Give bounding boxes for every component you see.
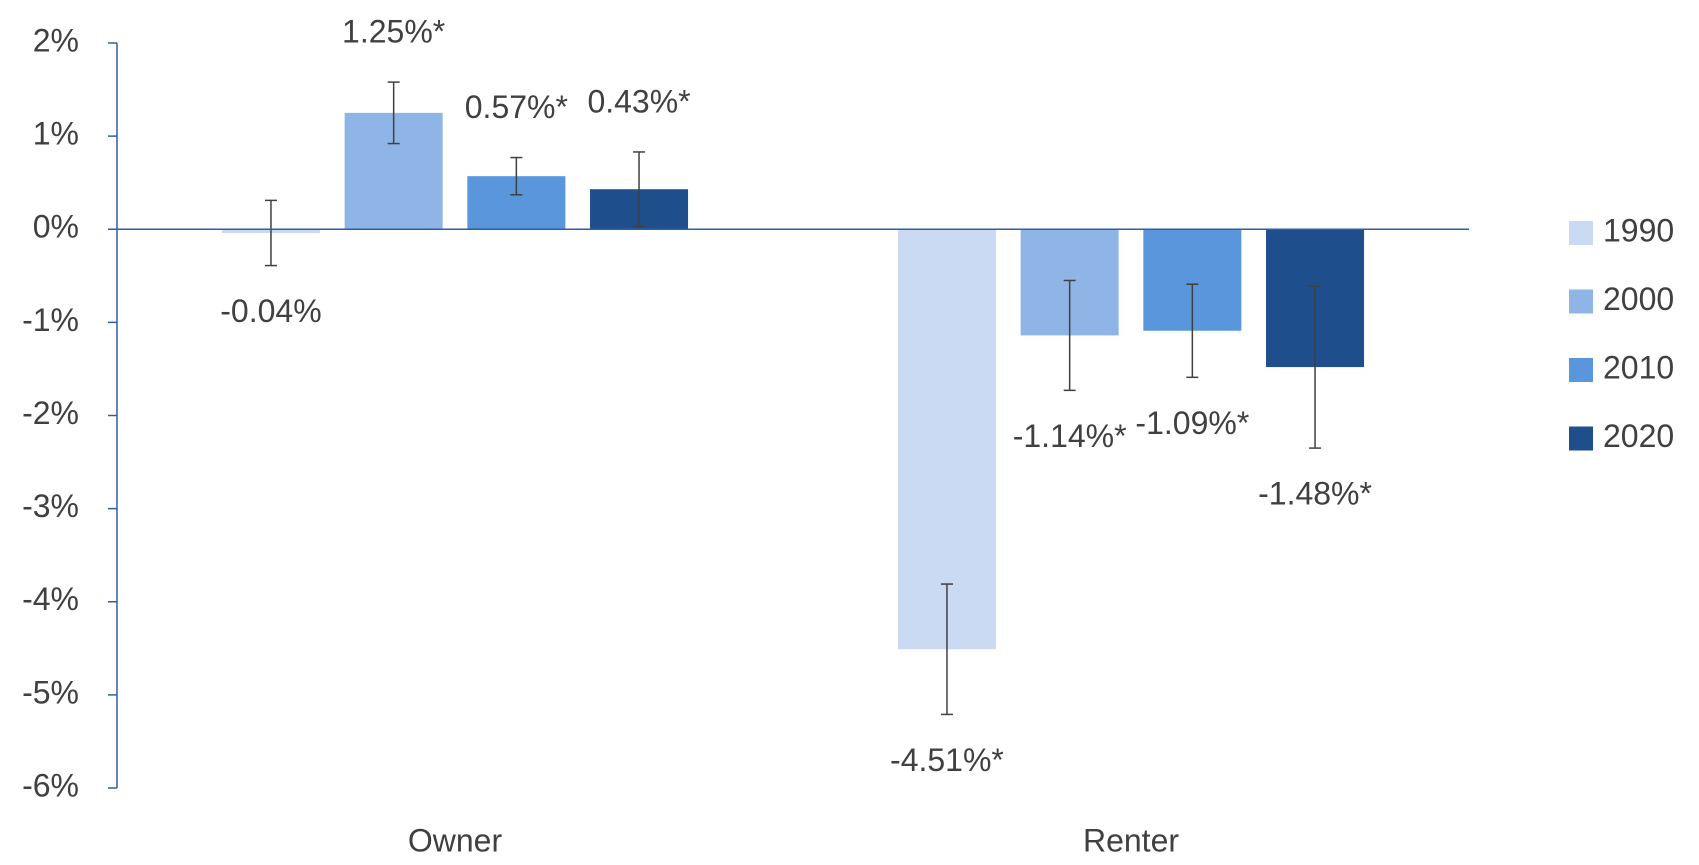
legend-label: 1990 (1603, 212, 1674, 248)
legend-swatch (1569, 426, 1593, 451)
y-tick-label: -6% (22, 767, 79, 803)
legend-label: 2010 (1603, 349, 1674, 385)
data-label: -1.09%* (1135, 405, 1249, 441)
data-label: 0.57%* (465, 89, 568, 125)
data-label: -0.04% (220, 293, 321, 329)
y-tick-label: 1% (33, 116, 79, 152)
y-tick-label: -5% (22, 674, 79, 710)
data-label: 1.25%* (342, 14, 445, 50)
legend-label: 2020 (1603, 418, 1674, 454)
y-tick-label: -4% (22, 581, 79, 617)
y-tick-label: 0% (33, 209, 79, 245)
data-label: 0.43%* (587, 83, 690, 119)
legend-swatch (1569, 358, 1593, 382)
x-tick-label: Owner (408, 822, 503, 858)
data-label: -1.14%* (1013, 418, 1127, 454)
legend-swatch (1569, 221, 1593, 245)
y-tick-label: -3% (22, 488, 79, 524)
y-tick-label: -2% (22, 395, 79, 431)
legend-swatch (1569, 289, 1593, 314)
x-tick-label: Renter (1083, 822, 1179, 858)
data-label: -1.48%* (1258, 476, 1372, 512)
data-label: -4.51%* (890, 742, 1004, 778)
bar (897, 229, 996, 650)
y-tick-label: 2% (33, 22, 79, 58)
y-tick-label: -1% (22, 302, 79, 338)
legend-label: 2000 (1603, 281, 1674, 317)
